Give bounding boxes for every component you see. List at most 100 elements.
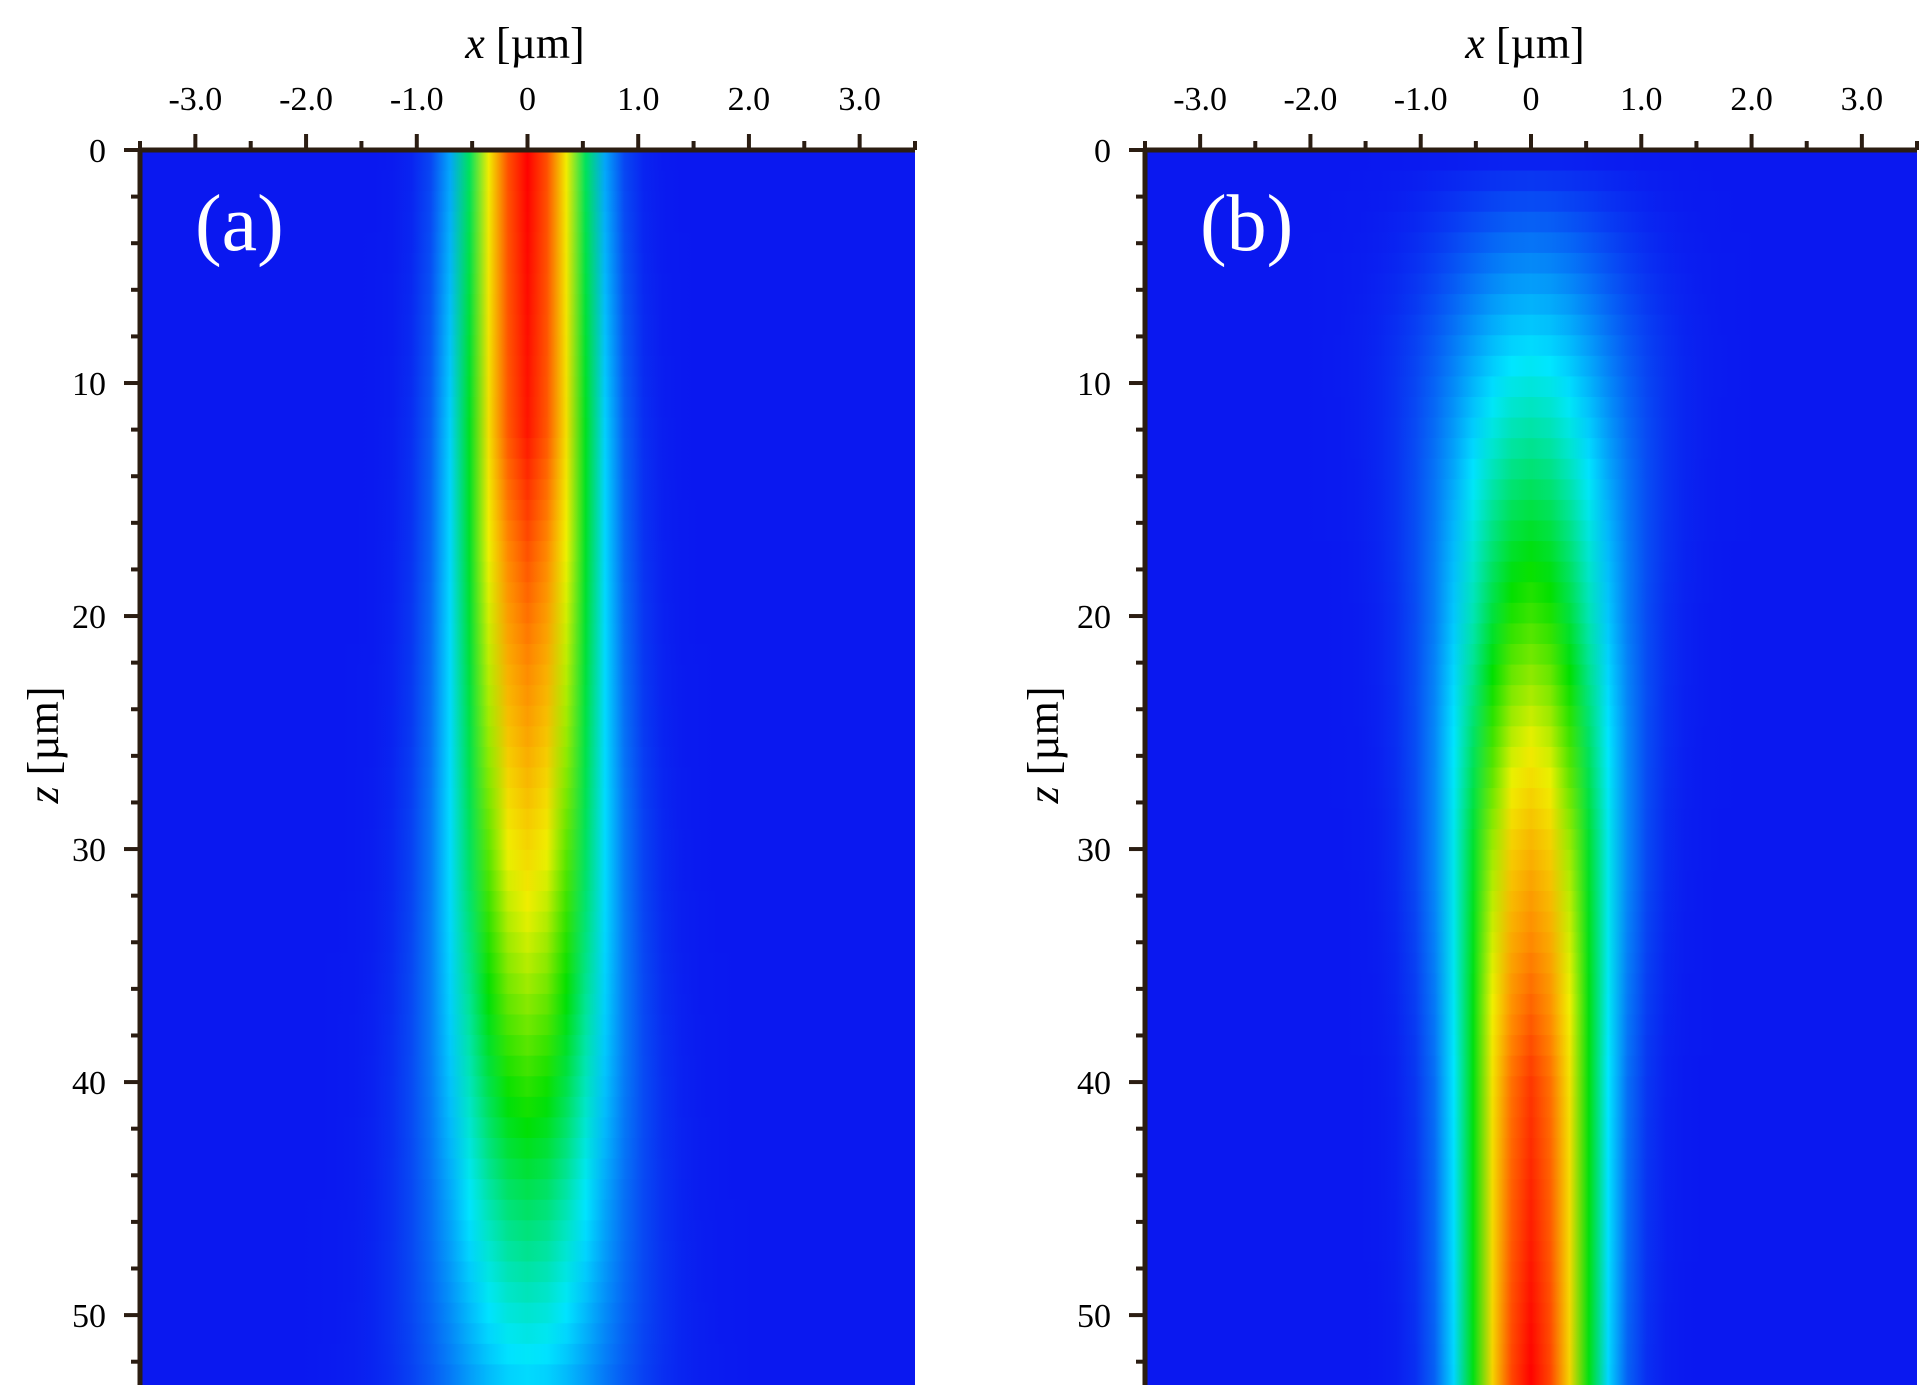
heatmap-strip: [140, 170, 915, 193]
heatmap-strip: [1145, 314, 1917, 337]
heatmap-strip: [1145, 726, 1917, 749]
heatmap-strip: [1145, 438, 1917, 460]
heatmap-strip: [140, 273, 915, 296]
heatmap-strip: [1145, 602, 1917, 625]
heatmap-strip: [140, 1199, 915, 1222]
heatmap-strip: [1145, 355, 1917, 378]
heatmap-strip: [140, 458, 915, 481]
y-tick-label: 20: [1077, 599, 1111, 636]
heatmap-strip: [140, 1343, 915, 1366]
heatmap-strip: [1145, 1261, 1917, 1284]
heatmap-strip: [140, 294, 915, 316]
heatmap-strip: [1145, 520, 1917, 543]
y-tick-label: 20: [72, 599, 106, 636]
heatmap-strip: [140, 1014, 915, 1037]
heatmap-strip: [140, 355, 915, 378]
heatmap-strip: [140, 726, 915, 749]
heatmap-strip: [1145, 191, 1917, 213]
heatmap-strip: [140, 1323, 915, 1346]
heatmap-strip: [140, 150, 915, 172]
heatmap-strip: [1145, 1199, 1917, 1222]
panel-b-label: (b): [1200, 180, 1293, 268]
panel-a-axes: -3.0 -2.0 -1.0 0 1.0 2.0 3.0 0 10 20 30 40 50: [72, 81, 917, 1385]
heatmap-strip: [1145, 376, 1917, 399]
heatmap-strip: [1145, 685, 1917, 707]
heatmap-strip: [140, 808, 915, 831]
panel-b-axes: -3.0 -2.0 -1.0 0 1.0 2.0 3.0 0 10 20 30 40 50: [1077, 81, 1919, 1385]
heatmap-strip: [140, 1179, 915, 1201]
heatmap-strip: [140, 685, 915, 707]
heatmap-strip: [140, 1282, 915, 1304]
heatmap-strip: [1145, 170, 1917, 193]
heatmap-strip: [140, 829, 915, 852]
x-tick-label: 1.0: [1620, 81, 1663, 118]
heatmap-strip: [1145, 1096, 1917, 1119]
heatmap-strip: [1145, 788, 1917, 810]
x-tick-label: -3.0: [1173, 81, 1227, 118]
panel-b-y-axis-title: z [µm]: [1019, 686, 1068, 804]
y-tick-label: 0: [1094, 133, 1111, 170]
heatmap-strip: [1145, 1220, 1917, 1243]
x-tick-label: -1.0: [390, 81, 444, 118]
x-tick-label: 2.0: [1730, 81, 1773, 118]
heatmap-strip: [140, 1117, 915, 1140]
heatmap-strip: [1145, 808, 1917, 831]
heatmap-strips: [1145, 150, 1917, 1385]
heatmap-strip: [1145, 1302, 1917, 1325]
heatmap-strip: [1145, 993, 1917, 1016]
heatmap-strip: [140, 644, 915, 666]
heatmap-strip: [1145, 746, 1917, 769]
heatmap-strip: [1145, 1364, 1917, 1385]
panel-a-label: (a): [195, 180, 284, 268]
heatmap-strip: [1145, 582, 1917, 605]
heatmap-strip: [140, 417, 915, 440]
heatmap-strip: [1145, 911, 1917, 934]
y-tick-label: 10: [72, 366, 106, 403]
heatmap-strip: [140, 397, 915, 419]
heatmap-strip: [1145, 1117, 1917, 1140]
heatmap-strip: [140, 1240, 915, 1263]
heatmap-strip: [1145, 150, 1917, 172]
x-tick-label: -3.0: [168, 81, 222, 118]
heatmap-strip: [140, 1220, 915, 1243]
heatmap-strip: [1145, 644, 1917, 666]
heatmap-strip: [1145, 499, 1917, 522]
heatmap-strip: [140, 993, 915, 1016]
heatmap-strip: [1145, 479, 1917, 502]
x-tick-label: -1.0: [1394, 81, 1448, 118]
heatmap-strip: [140, 664, 915, 687]
heatmap-strip: [1145, 417, 1917, 440]
heatmap-strip: [1145, 458, 1917, 481]
heatmap-strip: [140, 232, 915, 255]
heatmap-strip: [140, 870, 915, 893]
heatmap-strip: [1145, 541, 1917, 563]
heatmap-strip: [140, 520, 915, 543]
heatmap-strip: [1145, 849, 1917, 872]
heatmap-strip: [140, 932, 915, 954]
heatmap-strip: [1145, 1138, 1917, 1160]
heatmap-strip: [140, 252, 915, 275]
heatmap-strip: [1145, 1282, 1917, 1304]
heatmap-strip: [140, 499, 915, 522]
heatmap-strip: [1145, 1035, 1917, 1057]
heatmap-strip: [140, 911, 915, 934]
heatmap-strip: [140, 1076, 915, 1099]
heatmap-strip: [1145, 252, 1917, 275]
heatmap-strip: [140, 1364, 915, 1385]
y-tick-label: 50: [1077, 1298, 1111, 1335]
heatmap-strip: [140, 952, 915, 975]
heatmap-strip: [1145, 664, 1917, 687]
heatmap-strip: [140, 746, 915, 769]
x-tick-label: 0: [1523, 81, 1540, 118]
heatmap-strip: [140, 211, 915, 234]
heatmap-strip: [1145, 1055, 1917, 1078]
heatmap-strip: [140, 561, 915, 584]
panel-b-heatmap: [1145, 150, 1917, 1385]
panel-b: -3.0 -2.0 -1.0 0 1.0 2.0 3.0 0 10 20 30 40 50 (b) x …: [1019, 19, 1919, 1385]
panel-b-x-axis-title: x [µm]: [1464, 19, 1584, 68]
heatmap-strip: [1145, 397, 1917, 419]
y-tick-label: 30: [72, 832, 106, 869]
heatmap-strip: [140, 602, 915, 625]
panel-a: -3.0 -2.0 -1.0 0 1.0 2.0 3.0 0 10 20 30 40 50 (a) x …: [19, 19, 917, 1385]
